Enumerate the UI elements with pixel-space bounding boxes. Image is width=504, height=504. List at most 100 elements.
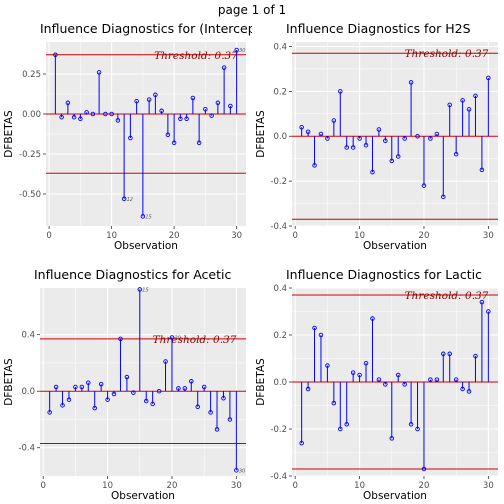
data-point — [171, 140, 177, 146]
data-point — [146, 97, 152, 102]
data-point — [53, 384, 59, 390]
data-point — [92, 405, 97, 411]
data-point — [318, 131, 324, 137]
data-point — [305, 386, 311, 392]
data-point — [447, 351, 452, 357]
data-point — [115, 118, 121, 123]
data-point — [208, 410, 213, 415]
data-point — [363, 142, 369, 148]
data-point — [228, 103, 233, 109]
data-point — [479, 167, 485, 173]
data-point — [140, 214, 146, 219]
y-tick-label: -0.25 — [19, 150, 41, 160]
data-point — [389, 436, 395, 441]
y-tick-label: -0.50 — [19, 190, 41, 200]
data-point — [415, 133, 420, 139]
x-tick-label: 10 — [354, 231, 365, 241]
data-point — [312, 325, 317, 331]
data-point — [460, 386, 465, 392]
y-axis-title: DFBETAS — [255, 110, 267, 158]
data-point — [331, 118, 337, 123]
y-tick-label: -0.4 — [18, 444, 35, 454]
x-axis-title: Observation — [363, 240, 427, 252]
data-point — [221, 65, 227, 70]
data-point — [479, 299, 485, 305]
data-point — [190, 95, 196, 101]
data-point — [86, 380, 91, 385]
x-tick-label: 30 — [231, 231, 242, 241]
data-point — [350, 370, 356, 375]
data-point — [408, 80, 414, 85]
x-tick-label: 0 — [293, 481, 298, 491]
data-point — [182, 386, 188, 391]
data-point — [227, 417, 233, 422]
data-point — [344, 145, 349, 150]
x-axis-title: Observation — [114, 240, 178, 252]
y-tick-label: 0.0 — [21, 387, 35, 397]
x-tick-label: 0 — [293, 231, 298, 241]
data-point — [305, 129, 311, 135]
data-point — [370, 169, 375, 175]
data-point — [376, 127, 382, 132]
x-tick-label: 30 — [231, 481, 242, 491]
chart-panel-intercept: Influence Diagnostics for (Intercept) 0.2… — [3, 21, 252, 252]
data-point — [59, 114, 64, 120]
data-point — [178, 116, 183, 122]
data-point — [447, 102, 452, 108]
data-point — [47, 410, 52, 415]
page-title: page 1 of 1 — [217, 3, 287, 17]
data-point — [121, 196, 127, 202]
threshold-label: Threshold: 0.37 — [405, 290, 489, 302]
x-axis-title: Observation — [111, 490, 175, 502]
data-point — [90, 111, 96, 117]
data-point — [338, 426, 343, 432]
data-point — [156, 388, 162, 394]
data-point — [214, 427, 220, 432]
plot-background — [40, 288, 246, 476]
data-point — [473, 353, 478, 359]
data-point — [169, 335, 175, 340]
data-point — [299, 440, 304, 446]
data-point — [428, 136, 433, 141]
panel-title: Influence Diagnostics for Acetic — [34, 267, 231, 282]
data-point — [421, 183, 427, 188]
data-point — [195, 404, 200, 409]
data-point — [395, 372, 401, 378]
data-point — [150, 401, 155, 407]
y-tick-label: 0.0 — [273, 132, 287, 142]
data-point — [96, 70, 102, 75]
chart-panel-lactic: Influence Diagnostics for Lactic 0.4 0.2 0.… — [255, 267, 498, 502]
y-tick-label: 0.0 — [273, 378, 287, 388]
data-point — [421, 466, 427, 472]
data-point — [453, 377, 459, 382]
x-tick-label: 20 — [169, 231, 180, 241]
data-point — [383, 382, 388, 387]
data-point — [105, 397, 110, 402]
data-point — [466, 107, 472, 112]
y-tick-label: -0.2 — [270, 425, 287, 435]
data-point — [201, 384, 207, 390]
data-point — [434, 131, 440, 137]
point-label: 12 — [127, 197, 133, 203]
data-point — [111, 391, 117, 397]
panel-title: Influence Diagnostics for H2S — [286, 21, 471, 36]
data-point — [331, 400, 337, 406]
data-point — [402, 136, 407, 141]
data-point — [338, 89, 343, 94]
data-point — [131, 390, 136, 395]
y-axis-title: DFBETAS — [3, 110, 15, 158]
x-tick-label: 10 — [106, 231, 117, 241]
data-point — [357, 372, 362, 378]
point-label: 20 — [174, 335, 180, 341]
data-point — [357, 136, 362, 141]
data-point — [486, 309, 491, 314]
data-point — [221, 396, 226, 401]
data-point — [344, 422, 349, 427]
data-point — [312, 163, 317, 168]
data-point — [389, 158, 395, 164]
threshold-label: Threshold: 0.37 — [154, 50, 238, 62]
threshold-label: Threshold: 0.37 — [405, 48, 489, 60]
y-tick-label: 0.4 — [21, 331, 35, 341]
y-tick-label: 0.4 — [273, 42, 287, 52]
y-tick-label: 0.25 — [22, 70, 41, 80]
